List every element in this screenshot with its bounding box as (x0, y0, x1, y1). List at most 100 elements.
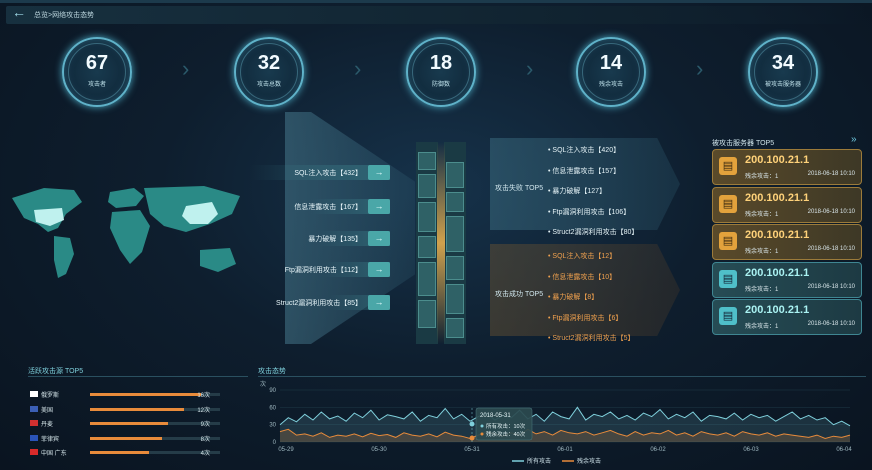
server-card[interactable]: ▤ 200.100.21.1 残余攻击：1 2018-06-18 10:10 (712, 149, 862, 185)
stat-circle[interactable]: 14 残余攻击 (576, 37, 646, 107)
fail-panel-title: 攻击失败 TOP5 (495, 185, 544, 192)
source-bar (90, 407, 184, 411)
arrow-right-icon: → (368, 262, 390, 277)
source-row[interactable]: 美国 12次 (30, 404, 220, 415)
top5-list-item: • Struct2漏洞利用攻击【80】 (548, 229, 639, 236)
chevron-right-icon: › (182, 56, 190, 81)
trend-divider (258, 376, 866, 377)
top5-list-item: • Ftp漏洞利用攻击【106】 (548, 208, 631, 216)
chevron-right-icon: › (526, 56, 534, 81)
breadcrumb-bar (6, 6, 866, 24)
server-card[interactable]: ▤ 200.100.21.1 残余攻击：1 2018-06-18 10:10 (712, 186, 862, 223)
y-tick-label: 0 (273, 440, 277, 446)
x-tick-label: 05-29 (278, 447, 294, 453)
arrow-right-icon: → (368, 165, 390, 180)
attack-label: Ftp漏洞利用攻击【112】 (284, 267, 362, 274)
europe-shape (108, 188, 144, 208)
top-border (0, 0, 872, 3)
source-row[interactable]: 菲律宾 8次 (30, 433, 220, 444)
tooltip-all: 所有攻击：10次 (486, 422, 526, 430)
top5-list-item: • 暴力破解【8】 (548, 294, 599, 301)
server-icon: ▤ (719, 157, 737, 175)
attack-label: 暴力破解【135】 (308, 236, 362, 243)
south-america-shape (54, 236, 74, 278)
source-name: 丹麦 (41, 422, 54, 428)
stat-circle[interactable]: 67 攻击者 (62, 37, 132, 107)
trend-section-title: 攻击态势 (258, 368, 286, 375)
attack-type-item[interactable]: SQL注入攻击【432】 → (250, 165, 390, 180)
attack-type-item[interactable]: 信息泄露攻击【167】 → (250, 199, 390, 214)
source-count: 8次 (200, 436, 210, 443)
y-axis-label: 次 (260, 380, 266, 388)
server-card[interactable]: ▤ 200.100.21.1 残余攻击：1 2018-06-18 10:10 (712, 261, 862, 298)
stat-inner-ring (754, 43, 812, 101)
tower-segment (446, 192, 464, 212)
source-track (90, 393, 220, 396)
y-tick-label: 60 (269, 405, 276, 411)
breadcrumb[interactable]: 总览>网络攻击态势 (34, 12, 95, 19)
server-ip: 200.100.21.1 (745, 304, 810, 316)
x-tick-label: 05-31 (464, 447, 480, 453)
server-residual: 残余攻击：1 (745, 174, 779, 180)
africa-shape (110, 210, 150, 264)
double-chevron-right-icon[interactable]: » (851, 134, 857, 145)
source-name: 中国 广东 (41, 451, 67, 457)
back-arrow-icon[interactable]: ← (12, 4, 26, 20)
attack-label: 信息泄露攻击【167】 (294, 204, 362, 211)
stat-value: 67 (85, 52, 109, 74)
source-row[interactable]: 中国 广东 4次 (30, 447, 220, 458)
server-date: 2018-06-18 10:10 (807, 171, 855, 177)
stat-circle[interactable]: 34 被攻击服务器 (748, 37, 818, 107)
server-panel-title: 被攻击服务器 TOP5 (712, 140, 775, 147)
attack-type-item[interactable]: Struct2漏洞利用攻击【85】 → (250, 295, 390, 310)
source-count: 4次 (200, 451, 210, 457)
server-ip: 200.100.21.1 (745, 154, 810, 166)
source-row[interactable]: 丹麦 9次 (30, 418, 220, 429)
chevron-right-icon: › (696, 56, 704, 81)
source-count: 16次 (197, 393, 210, 399)
y-tick-label: 30 (269, 423, 276, 429)
tooltip-swatch-residual (480, 432, 484, 436)
tower-segment (418, 174, 436, 198)
source-bar (90, 393, 201, 396)
top5-list-item: • Ftp漏洞利用攻击【6】 (548, 314, 623, 322)
server-card[interactable]: ▤ 200.100.21.1 残余攻击：1 2018-06-18 10:10 (712, 299, 862, 335)
server-date: 2018-06-18 10:10 (807, 321, 855, 327)
source-bar (90, 436, 162, 440)
country-flag-icon (30, 420, 38, 426)
server-ip: 200.100.21.1 (745, 229, 810, 241)
tooltip-point-residual (469, 435, 475, 441)
source-name: 菲律宾 (41, 436, 60, 443)
tower-segment (418, 300, 436, 328)
legend-label: 残余攻击 (577, 457, 601, 465)
source-name: 俄罗斯 (41, 393, 60, 399)
stat-inner-ring (68, 43, 126, 101)
stat-circle[interactable]: 18 防御数 (406, 37, 476, 107)
country-flag-icon (30, 449, 38, 455)
source-count: 12次 (197, 407, 210, 414)
source-section-title: 活跃攻击源 TOP5 (28, 368, 84, 375)
source-row[interactable]: 俄罗斯 16次 (30, 389, 220, 400)
defense-tower (416, 142, 466, 344)
attack-type-item[interactable]: Ftp漏洞利用攻击【112】 → (250, 262, 390, 277)
country-flag-icon (30, 391, 38, 397)
tooltip-point-all (469, 421, 475, 427)
series-line (279, 428, 851, 440)
stat-inner-ring (582, 43, 640, 101)
server-date: 2018-06-18 10:10 (807, 283, 855, 290)
trend-chart: 次 0 30 60 90 05-29 05-30 05-31 06-01 06-02 06-03 06… (260, 380, 852, 465)
x-tick-label: 06-03 (743, 447, 759, 453)
stat-inner-ring (412, 43, 470, 101)
stat-circle[interactable]: 32 攻击总数 (234, 37, 304, 107)
server-icon: ▤ (719, 194, 737, 213)
tower-segment (418, 152, 436, 170)
top5-list-item: • 信息泄露攻击【157】 (548, 167, 621, 175)
stat-value: 34 (771, 52, 795, 74)
server-date: 2018-06-18 10:10 (807, 208, 855, 215)
attack-type-item[interactable]: 暴力破解【135】 → (250, 231, 390, 246)
tower-segment (446, 284, 464, 314)
stat-label: 残余攻击 (598, 82, 623, 88)
country-flag-icon (30, 405, 38, 412)
tower-segment (446, 216, 464, 252)
server-card[interactable]: ▤ 200.100.21.1 残余攻击：1 2018-06-18 10:10 (712, 224, 862, 260)
